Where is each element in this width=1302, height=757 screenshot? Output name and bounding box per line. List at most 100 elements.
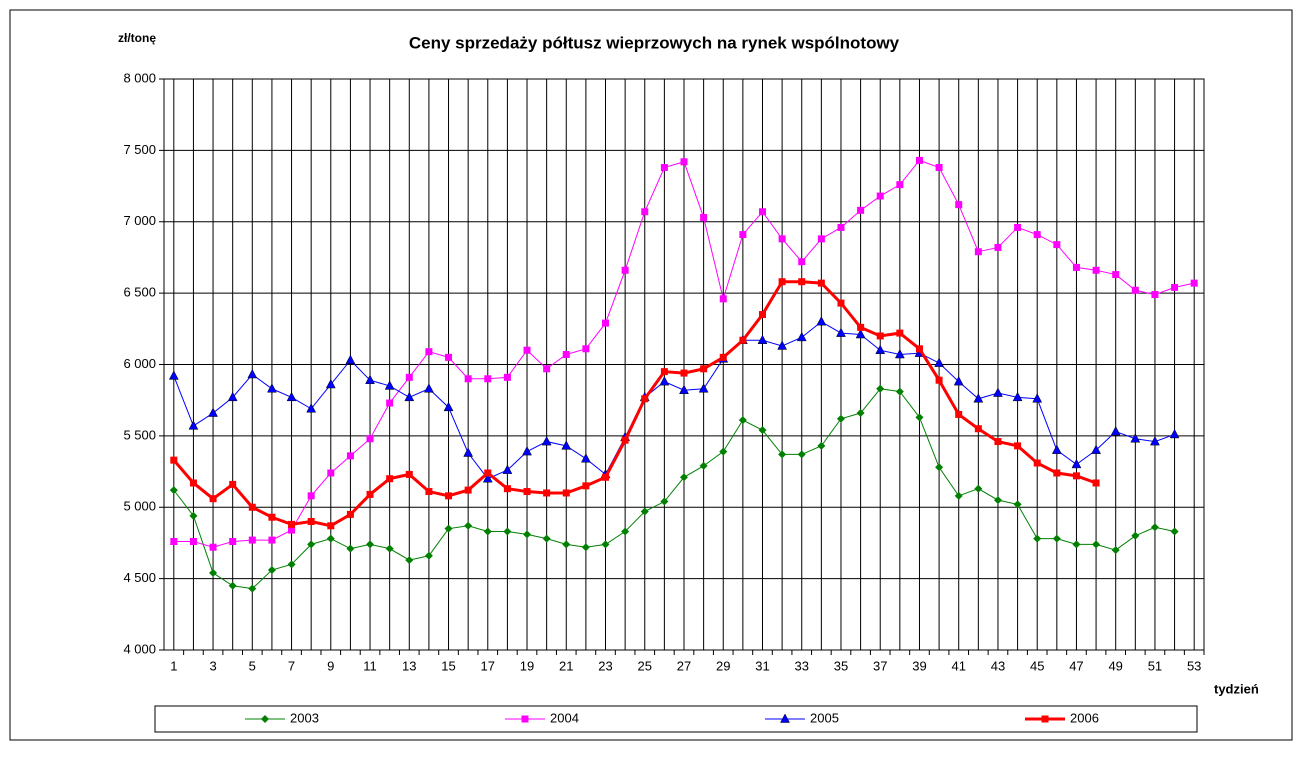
data-point <box>679 384 689 394</box>
data-point <box>993 496 1002 505</box>
data-point <box>464 375 472 383</box>
data-point <box>621 527 630 536</box>
data-point <box>209 495 217 503</box>
data-point <box>542 534 551 543</box>
legend-marker <box>261 715 269 723</box>
data-point <box>484 469 492 477</box>
y-tick-label: 6 500 <box>123 285 156 300</box>
data-point <box>503 485 511 493</box>
legend-marker <box>780 713 790 723</box>
x-tick-label: 39 <box>912 658 926 673</box>
data-point <box>896 329 904 337</box>
data-point <box>327 469 335 477</box>
data-point <box>857 323 865 331</box>
data-point <box>541 436 552 446</box>
data-point <box>602 319 610 327</box>
data-point <box>876 384 885 393</box>
x-tick-label: 51 <box>1148 658 1162 673</box>
data-point <box>346 452 354 460</box>
data-point <box>719 447 728 456</box>
data-point <box>641 208 649 216</box>
data-point <box>1150 436 1160 446</box>
data-point <box>993 387 1003 397</box>
data-point <box>307 492 315 500</box>
data-point <box>288 520 296 528</box>
data-point <box>189 479 197 487</box>
data-point <box>915 345 923 353</box>
x-tick-label: 17 <box>481 658 495 673</box>
data-point <box>288 526 296 534</box>
data-point <box>974 425 982 433</box>
legend-marker <box>521 715 529 723</box>
data-point <box>757 334 768 344</box>
data-point <box>1092 479 1100 487</box>
data-point <box>621 436 629 444</box>
data-point <box>189 538 197 546</box>
data-point <box>366 490 374 498</box>
data-point <box>758 208 766 216</box>
data-point <box>660 368 668 376</box>
data-point <box>327 522 335 530</box>
data-point <box>425 488 433 496</box>
data-point <box>404 391 415 402</box>
x-tick-label: 41 <box>951 658 965 673</box>
data-point <box>1013 500 1022 509</box>
data-point <box>621 266 629 274</box>
data-point <box>915 156 923 164</box>
data-point <box>1053 469 1061 477</box>
x-tick-label: 35 <box>834 658 848 673</box>
legend-label: 2006 <box>1070 710 1099 725</box>
data-point <box>778 450 787 459</box>
y-tick-label: 8 000 <box>123 70 156 85</box>
data-point <box>1014 223 1022 231</box>
data-point <box>895 387 904 396</box>
data-point <box>719 295 727 303</box>
data-point <box>503 373 511 381</box>
legend <box>154 705 1198 733</box>
x-tick-label: 31 <box>755 658 769 673</box>
x-tick-label: 13 <box>402 658 416 673</box>
data-point <box>366 435 374 443</box>
data-point <box>423 383 434 393</box>
data-point <box>640 507 649 516</box>
data-point <box>444 524 453 533</box>
data-point <box>170 456 178 464</box>
data-point <box>974 484 983 493</box>
data-point <box>660 497 669 506</box>
data-point <box>1051 444 1062 454</box>
data-point <box>346 544 355 553</box>
data-point <box>778 235 786 243</box>
data-point <box>894 348 905 359</box>
x-tick-label: 45 <box>1030 658 1044 673</box>
data-point <box>365 374 375 384</box>
data-point <box>680 473 688 482</box>
data-point <box>268 513 276 521</box>
x-tick-label: 3 <box>209 658 216 673</box>
data-point <box>1171 283 1179 291</box>
data-point <box>1131 286 1139 294</box>
data-point <box>227 391 238 402</box>
data-point <box>1072 540 1081 549</box>
data-point <box>817 279 825 287</box>
data-point <box>1151 291 1159 299</box>
data-point <box>580 453 591 463</box>
data-point <box>659 376 670 386</box>
data-point <box>484 375 492 383</box>
data-point <box>307 540 316 549</box>
x-tick-label: 9 <box>327 658 334 673</box>
data-point <box>247 368 258 379</box>
data-point <box>405 556 414 565</box>
data-point <box>248 503 256 511</box>
data-point <box>384 380 395 390</box>
data-point <box>1092 266 1100 274</box>
data-point <box>876 192 884 200</box>
x-tick-label: 5 <box>249 658 256 673</box>
data-point <box>326 534 335 543</box>
data-point <box>798 278 806 286</box>
x-tick-label: 33 <box>795 658 809 673</box>
y-axis-label: zł/tonę <box>118 31 156 45</box>
data-point <box>562 489 570 497</box>
legend-label: 2005 <box>810 710 839 725</box>
x-tick-label: 27 <box>677 658 691 673</box>
data-point <box>561 440 572 450</box>
